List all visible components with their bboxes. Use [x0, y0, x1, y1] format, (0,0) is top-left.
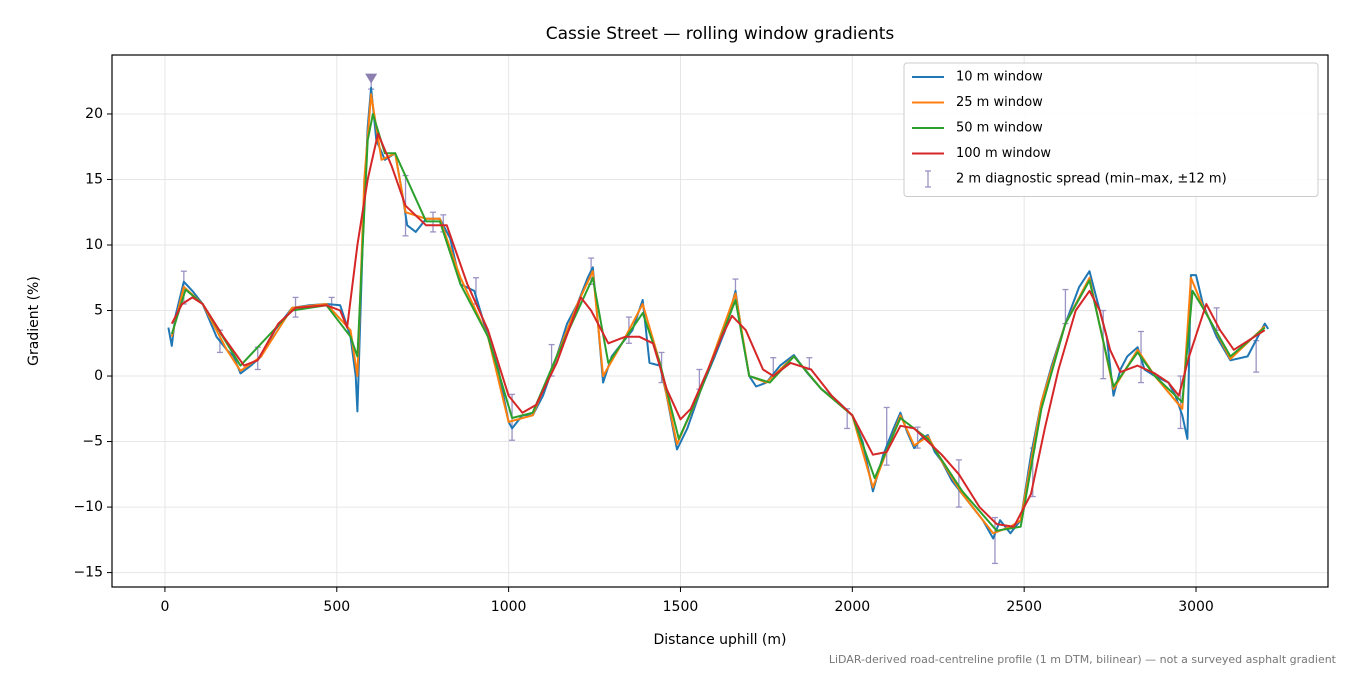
- legend-label: 50 m window: [956, 121, 1043, 136]
- x-tick-label: 500: [323, 599, 350, 615]
- plot-frame: [111, 54, 1329, 588]
- error-bar: [1177, 375, 1184, 430]
- x-tick-label: 1000: [491, 599, 527, 615]
- x-tick-label: 2500: [1006, 599, 1042, 615]
- footnote: LiDAR-derived road-centreline profile (1…: [829, 653, 1337, 666]
- x-tick-label: 0: [160, 599, 169, 615]
- error-bar: [955, 459, 962, 508]
- y-tick-label: 10: [85, 237, 103, 253]
- y-tick-label: −15: [73, 565, 103, 581]
- legend-box: [903, 62, 1319, 197]
- series-line: [170, 113, 1266, 532]
- y-tick-label: 15: [85, 171, 103, 187]
- x-tick-label: 1500: [663, 599, 699, 615]
- error-bar: [991, 516, 998, 565]
- series-line: [170, 132, 1266, 528]
- y-tick-label: −5: [82, 434, 103, 450]
- error-bar: [883, 406, 890, 466]
- y-axis-label: Gradient (%): [26, 276, 42, 366]
- chart-title: Cassie Street — rolling window gradients: [546, 24, 895, 44]
- legend-label: 100 m window: [956, 146, 1051, 161]
- peak-marker: [365, 73, 378, 84]
- legend-label: 10 m window: [956, 70, 1043, 85]
- legend-label: 2 m diagnostic spread (min–max, ±12 m): [956, 172, 1227, 187]
- x-axis-label: Distance uphill (m): [654, 632, 787, 648]
- y-tick-label: 20: [85, 106, 103, 122]
- y-tick-label: 0: [94, 368, 103, 384]
- y-tick-label: −10: [73, 499, 103, 515]
- y-tick-label: 5: [94, 303, 103, 319]
- x-tick-label: 3000: [1178, 599, 1214, 615]
- x-tick-label: 2000: [835, 599, 871, 615]
- legend-label: 25 m window: [956, 95, 1043, 110]
